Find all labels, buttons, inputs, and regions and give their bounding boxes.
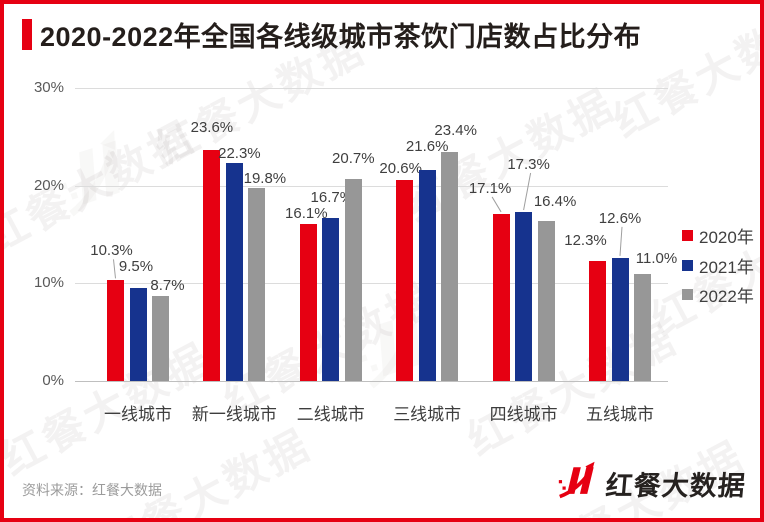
gridline	[75, 185, 668, 187]
bar-value-label: 17.1%	[468, 179, 512, 197]
bar-value-label: 20.6%	[379, 159, 422, 177]
bar-2022年-三线城市	[441, 152, 459, 381]
y-axis-tick-label: 0%	[42, 372, 64, 389]
title-accent-bar	[22, 19, 32, 50]
bar-value-label: 12.3%	[564, 231, 607, 249]
y-axis-tick-label: 20%	[33, 176, 64, 194]
bar-2021年-一线城市	[129, 288, 147, 381]
hongcan-h-arrow-icon	[557, 459, 601, 508]
legend-label: 2020年	[699, 228, 754, 247]
x-axis-category-label: 新一线城市	[191, 405, 277, 424]
bar-value-label: 17.3%	[507, 155, 550, 173]
legend-swatch-icon	[682, 230, 693, 241]
legend-item-2020年: 2020年	[682, 223, 754, 248]
bar-2021年-三线城市	[418, 169, 436, 381]
bar-value-label: 22.3%	[218, 145, 261, 163]
chart-title: 2020-2022年全国各线级城市茶饮门店数占比分布	[40, 22, 642, 52]
bar-value-label: 9.5%	[118, 258, 154, 276]
bar-2022年-二线城市	[344, 178, 362, 381]
bar-2022年-四线城市	[537, 220, 555, 381]
legend-swatch-icon	[682, 260, 693, 271]
brand-logo-text: 红餐大数据	[604, 471, 748, 501]
legend-item-2022年: 2022年	[682, 282, 754, 307]
bar-value-label: 19.8%	[243, 169, 287, 187]
bar-2022年-新一线城市	[248, 187, 266, 381]
x-axis-category-label: 一线城市	[104, 405, 172, 424]
bar-value-label: 8.7%	[150, 277, 185, 294]
gridline	[75, 283, 668, 285]
bar-2020年-新一线城市	[203, 150, 221, 381]
bar-2021年-新一线城市	[225, 163, 243, 381]
bar-2020年-二线城市	[299, 223, 317, 381]
bar-2020年-一线城市	[107, 280, 124, 381]
gridline	[75, 87, 668, 89]
bar-value-label: 16.1%	[285, 204, 328, 222]
bar-value-label: 11.0%	[635, 249, 678, 267]
title-row: 2020-2022年全国各线级城市茶饮门店数占比分布	[22, 15, 641, 54]
bar-2022年-五线城市	[634, 273, 651, 381]
x-axis-category-label: 三线城市	[393, 405, 462, 424]
x-axis-category-label: 二线城市	[296, 405, 365, 424]
bar-value-label: 23.6%	[190, 119, 234, 137]
bar-value-label: 21.6%	[405, 137, 449, 155]
bar-2020年-三线城市	[396, 179, 414, 381]
bar-2021年-四线城市	[515, 211, 533, 381]
bar-value-label: 12.6%	[598, 209, 642, 227]
legend-label: 2022年	[699, 287, 754, 306]
grouped-bar-chart: 0% 10% 20% 30% 10.3% 9.5% 8.7% 一线城市 23.6% 22.3% 19…	[4, 4, 760, 518]
bar-2021年-五线城市	[611, 257, 629, 381]
y-axis-tick-label: 10%	[33, 274, 64, 292]
brand-logo: 红餐大数据	[557, 459, 748, 508]
bar-value-label: 23.4%	[434, 122, 477, 140]
bar-value-label: 16.7%	[310, 188, 354, 206]
bar-2020年-四线城市	[492, 213, 510, 381]
x-axis-category-label: 五线城市	[586, 405, 654, 424]
bar-value-label: 16.4%	[533, 192, 577, 210]
bar-2022年-一线城市	[152, 296, 169, 381]
legend-label: 2021年	[699, 258, 754, 277]
x-axis-line	[75, 381, 668, 382]
legend-swatch-icon	[682, 289, 693, 300]
bar-value-label: 20.7%	[332, 149, 375, 167]
y-axis-tick-label: 30%	[33, 78, 64, 96]
legend-item-2021年: 2021年	[682, 253, 754, 278]
bar-value-label: 10.3%	[90, 242, 133, 260]
x-axis-category-label: 四线城市	[489, 405, 558, 424]
source-note: 资料来源：红餐大数据	[22, 482, 162, 498]
bar-2020年-五线城市	[589, 260, 606, 381]
bar-2021年-二线城市	[322, 217, 340, 381]
